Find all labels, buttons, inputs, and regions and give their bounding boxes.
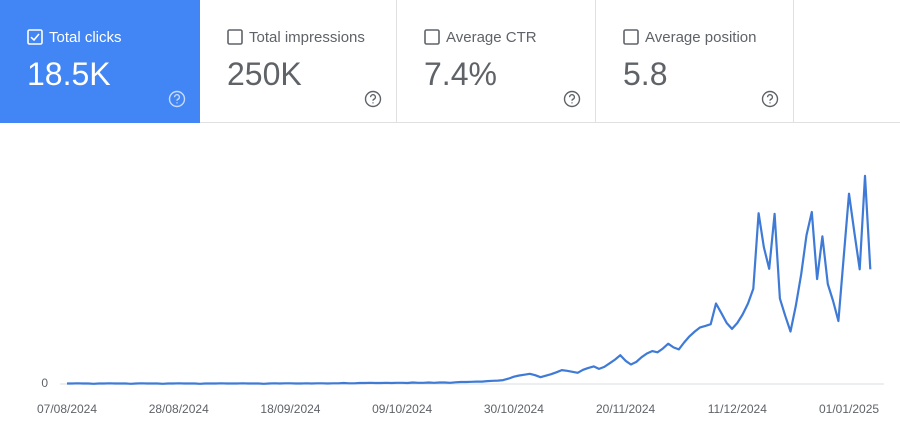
help-icon[interactable] xyxy=(761,90,779,108)
help-circle xyxy=(761,90,779,108)
checkbox-frame xyxy=(227,29,243,45)
metric-value: 7.4% xyxy=(424,56,497,92)
help-icon[interactable] xyxy=(364,90,382,108)
x-tick-label: 20/11/2024 xyxy=(596,402,655,416)
metric-card[interactable]: Total clicks 18.5K xyxy=(0,0,200,123)
checkbox xyxy=(227,29,243,45)
metric-label: Total clicks xyxy=(49,29,122,46)
metric-label: Total impressions xyxy=(249,29,365,46)
help-circle xyxy=(563,90,581,108)
checkbox-frame xyxy=(623,29,639,45)
metric-card[interactable]: Average CTR 7.4% xyxy=(397,0,596,123)
y-tick-label: 0 xyxy=(41,376,48,390)
help-icon[interactable] xyxy=(168,90,186,108)
checkbox xyxy=(424,29,440,45)
help-mark xyxy=(369,94,377,104)
line-series xyxy=(67,174,872,385)
x-tick-label: 28/08/2024 xyxy=(149,402,209,416)
x-tick-label: 30/10/2024 xyxy=(484,402,544,416)
help-circle xyxy=(364,90,382,108)
help-icon[interactable] xyxy=(563,90,581,108)
help-mark xyxy=(568,94,576,104)
x-tick-label: 09/10/2024 xyxy=(372,402,432,416)
metric-card[interactable]: Total impressions 250K xyxy=(200,0,397,123)
checkbox-frame xyxy=(424,29,440,45)
metric-cards: Total clicks 18.5K Total impressions 250K Av… xyxy=(0,0,900,123)
metric-label: Average position xyxy=(645,29,757,46)
metric-value: 5.8 xyxy=(623,56,668,92)
metric-value: 18.5K xyxy=(27,56,111,92)
metric-label: Average CTR xyxy=(446,29,537,46)
x-tick-label: 01/01/2025 xyxy=(819,402,879,416)
help-mark xyxy=(766,94,774,104)
x-tick-label: 07/08/2024 xyxy=(37,402,97,416)
checkbox-frame xyxy=(27,29,43,45)
help-circle xyxy=(168,90,186,108)
metric-card[interactable]: Average position 5.8 xyxy=(596,0,794,123)
chart: 0 07/08/2024 28/08/2024 18/09/2024 09/10/202… xyxy=(37,174,884,416)
checkmark xyxy=(30,33,40,42)
x-tick-label: 18/09/2024 xyxy=(260,402,320,416)
help-mark xyxy=(173,94,181,104)
checkbox xyxy=(623,29,639,45)
metric-value: 250K xyxy=(227,56,302,92)
checkbox xyxy=(27,29,43,45)
x-tick-label: 11/12/2024 xyxy=(708,402,767,416)
